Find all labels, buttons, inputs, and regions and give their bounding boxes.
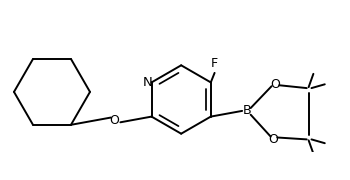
Text: O: O xyxy=(268,133,278,146)
Text: B: B xyxy=(243,104,251,117)
Text: N: N xyxy=(143,76,153,89)
Text: F: F xyxy=(211,57,218,70)
Text: O: O xyxy=(271,78,280,91)
Text: O: O xyxy=(110,114,120,127)
